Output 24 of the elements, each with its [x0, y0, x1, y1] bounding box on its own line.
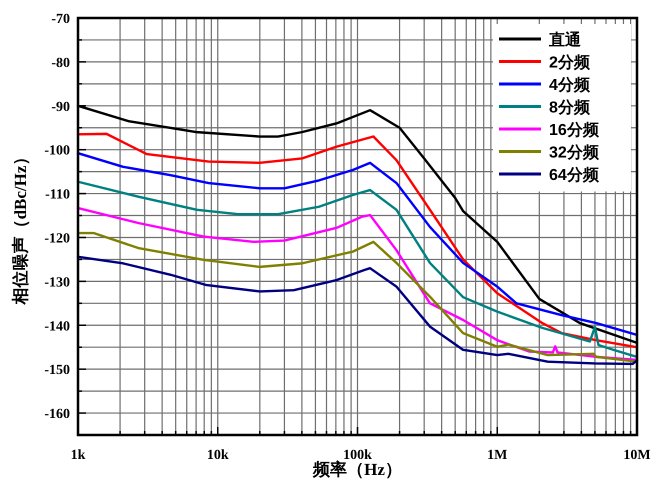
y-tick-label: -120: [44, 231, 70, 246]
legend-label: 16分频: [549, 121, 600, 139]
x-axis-title: 频率（Hz）: [312, 460, 402, 479]
legend-label: 直通: [548, 31, 582, 49]
legend-label: 8分频: [549, 98, 591, 116]
y-tick-label: -130: [44, 275, 70, 290]
legend-label: 2分频: [549, 54, 591, 72]
y-tick-label: -90: [51, 100, 70, 115]
x-tick-label: 1k: [70, 448, 86, 463]
x-tick-label: 100k: [343, 448, 372, 463]
x-tick-label: 1M: [487, 448, 508, 463]
y-tick-label: -100: [44, 144, 70, 159]
y-tick-label: -160: [44, 407, 70, 422]
y-tick-label: -80: [51, 56, 70, 71]
legend-label: 64分频: [549, 166, 600, 184]
legend-label: 32分频: [549, 144, 600, 162]
y-tick-label: -70: [51, 12, 70, 27]
y-tick-label: -110: [45, 188, 70, 203]
y-tick-label: -150: [44, 363, 70, 378]
y-axis-title: 相位噪声（dBc/Hz）: [11, 148, 30, 306]
legend-label: 4分频: [549, 76, 591, 94]
x-tick-label: 10M: [623, 448, 651, 463]
x-tick-label: 10k: [206, 448, 229, 463]
y-tick-label: -140: [44, 319, 70, 334]
